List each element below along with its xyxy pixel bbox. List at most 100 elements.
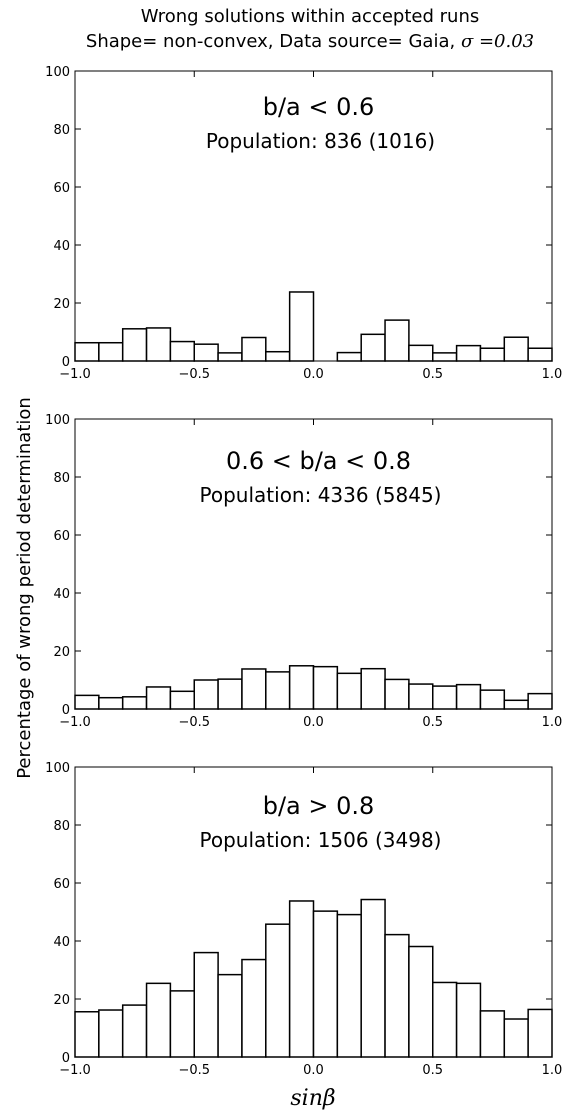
x-tick-label: −0.5 bbox=[178, 367, 210, 382]
x-tick-label: 0.0 bbox=[303, 367, 324, 382]
y-tick-label: 60 bbox=[53, 529, 70, 544]
x-tick-label: −1.0 bbox=[59, 1063, 91, 1078]
histogram-bar bbox=[169, 990, 195, 1058]
histogram-panel-3: −1.0 −0.5 0.0 0.5 1.0 0 20 40 60 80 100 b/a > 0.8 Po… bbox=[45, 761, 562, 1078]
histogram-bar bbox=[360, 333, 386, 362]
histogram-bar bbox=[479, 689, 506, 710]
histogram-bar bbox=[288, 665, 315, 710]
histogram-bar bbox=[503, 699, 529, 710]
x-tick-label: 0.0 bbox=[303, 1063, 324, 1078]
histogram-bar bbox=[312, 910, 339, 1058]
histogram-bar bbox=[241, 958, 267, 1058]
histogram-bar bbox=[98, 1009, 124, 1058]
histogram-bar bbox=[432, 981, 458, 1058]
histogram-bar bbox=[98, 341, 124, 362]
y-axis-label: Percentage of wrong period determination bbox=[14, 397, 35, 779]
y-tick-label: 20 bbox=[53, 297, 70, 312]
histogram-bar bbox=[121, 1004, 148, 1058]
histogram-bar bbox=[360, 667, 386, 710]
y-tick-label: 0 bbox=[62, 703, 70, 718]
histogram-bar bbox=[145, 982, 172, 1058]
histogram-bar bbox=[408, 344, 434, 362]
y-tick-label: 40 bbox=[53, 587, 70, 602]
y-tick-label: 100 bbox=[45, 413, 70, 428]
figure-title-line2: Shape= non-convex, Data source= Gaia, σ … bbox=[86, 31, 534, 52]
histogram-bar bbox=[217, 973, 243, 1058]
figure-title-sigma: σ =0.03 bbox=[461, 31, 534, 52]
x-tick-label: 0.5 bbox=[422, 1063, 443, 1078]
histogram-bar bbox=[384, 319, 410, 362]
panels-group: −1.0 −0.5 0.0 0.5 1.0 0 20 40 60 80 100 b/a < 0.6 Po… bbox=[45, 65, 562, 1078]
y-tick-label: 100 bbox=[45, 761, 70, 776]
histogram-bar bbox=[360, 898, 386, 1058]
histogram-bar bbox=[336, 351, 362, 362]
histogram-bar bbox=[408, 945, 434, 1058]
histogram-bar bbox=[193, 951, 219, 1058]
panel-ratio-label: 0.6 < b/a < 0.8 bbox=[226, 447, 411, 475]
histogram-bar bbox=[384, 933, 410, 1058]
y-tick-label: 40 bbox=[53, 935, 70, 950]
y-tick-label: 0 bbox=[62, 1051, 70, 1066]
histogram-bar bbox=[121, 328, 148, 362]
histogram-bar bbox=[74, 1011, 100, 1058]
histogram-bar bbox=[265, 350, 291, 362]
histogram-bar bbox=[241, 668, 267, 710]
x-tick-label: −0.5 bbox=[178, 715, 210, 730]
histogram-bar bbox=[479, 1010, 506, 1058]
histogram-bar bbox=[98, 696, 124, 710]
histogram-bar bbox=[145, 686, 172, 710]
histogram-bar bbox=[312, 665, 339, 710]
y-tick-label: 20 bbox=[53, 993, 70, 1008]
y-tick-label: 80 bbox=[53, 123, 70, 138]
histogram-bar bbox=[265, 671, 291, 710]
histogram-bar bbox=[455, 683, 482, 710]
y-tick-label: 80 bbox=[53, 819, 70, 834]
x-tick-label: 0.5 bbox=[422, 715, 443, 730]
histogram-bar bbox=[455, 982, 482, 1058]
x-tick-label: 1.0 bbox=[542, 715, 563, 730]
x-axis-label: sinβ bbox=[290, 1086, 335, 1110]
histogram-bar bbox=[336, 672, 362, 710]
histogram-bar bbox=[241, 336, 267, 362]
histogram-bar bbox=[193, 343, 219, 362]
histogram-bar bbox=[169, 690, 195, 710]
panel-population-label: Population: 1506 (3498) bbox=[200, 828, 442, 852]
panel-ratio-label: b/a > 0.8 bbox=[263, 792, 375, 820]
histogram-panel-2: −1.0 −0.5 0.0 0.5 1.0 0 20 40 60 80 100 0.6 < b/a <… bbox=[45, 413, 562, 730]
y-tick-label: 100 bbox=[45, 65, 70, 80]
histogram-bar bbox=[169, 340, 195, 362]
histogram-bar bbox=[288, 291, 315, 362]
histogram-bar bbox=[217, 352, 243, 362]
histogram-bar bbox=[527, 692, 553, 710]
y-tick-label: 60 bbox=[53, 181, 70, 196]
histogram-bar bbox=[479, 347, 506, 362]
histogram-bar bbox=[527, 347, 553, 362]
x-tick-label: −1.0 bbox=[59, 715, 91, 730]
x-tick-label: 1.0 bbox=[542, 1063, 563, 1078]
histogram-panel-1: −1.0 −0.5 0.0 0.5 1.0 0 20 40 60 80 100 b/a < 0.6 Po… bbox=[45, 65, 562, 382]
x-tick-label: 0.0 bbox=[303, 715, 324, 730]
y-tick-label: 60 bbox=[53, 877, 70, 892]
x-tick-label: −0.5 bbox=[178, 1063, 210, 1078]
histogram-bar bbox=[503, 336, 529, 362]
y-tick-label: 20 bbox=[53, 645, 70, 660]
histogram-bar bbox=[384, 678, 410, 710]
panel-ratio-label: b/a < 0.6 bbox=[263, 93, 375, 121]
y-tick-label: 0 bbox=[62, 355, 70, 370]
histogram-bar bbox=[145, 327, 172, 362]
histogram-bar bbox=[455, 344, 482, 362]
histogram-bar bbox=[193, 679, 219, 710]
histogram-bar bbox=[503, 1018, 529, 1058]
histogram-bar bbox=[288, 900, 315, 1058]
figure-title-line2-prefix: Shape= non-convex, Data source= Gaia, bbox=[86, 31, 461, 52]
histogram-bar bbox=[432, 685, 458, 710]
histogram-bar bbox=[74, 341, 100, 362]
x-tick-label: −1.0 bbox=[59, 367, 91, 382]
histogram-bar bbox=[265, 923, 291, 1058]
histogram-bar bbox=[336, 913, 362, 1058]
x-tick-label: 0.5 bbox=[422, 367, 443, 382]
y-tick-label: 80 bbox=[53, 471, 70, 486]
histogram-bar bbox=[217, 678, 243, 710]
histogram-bar bbox=[432, 352, 458, 362]
